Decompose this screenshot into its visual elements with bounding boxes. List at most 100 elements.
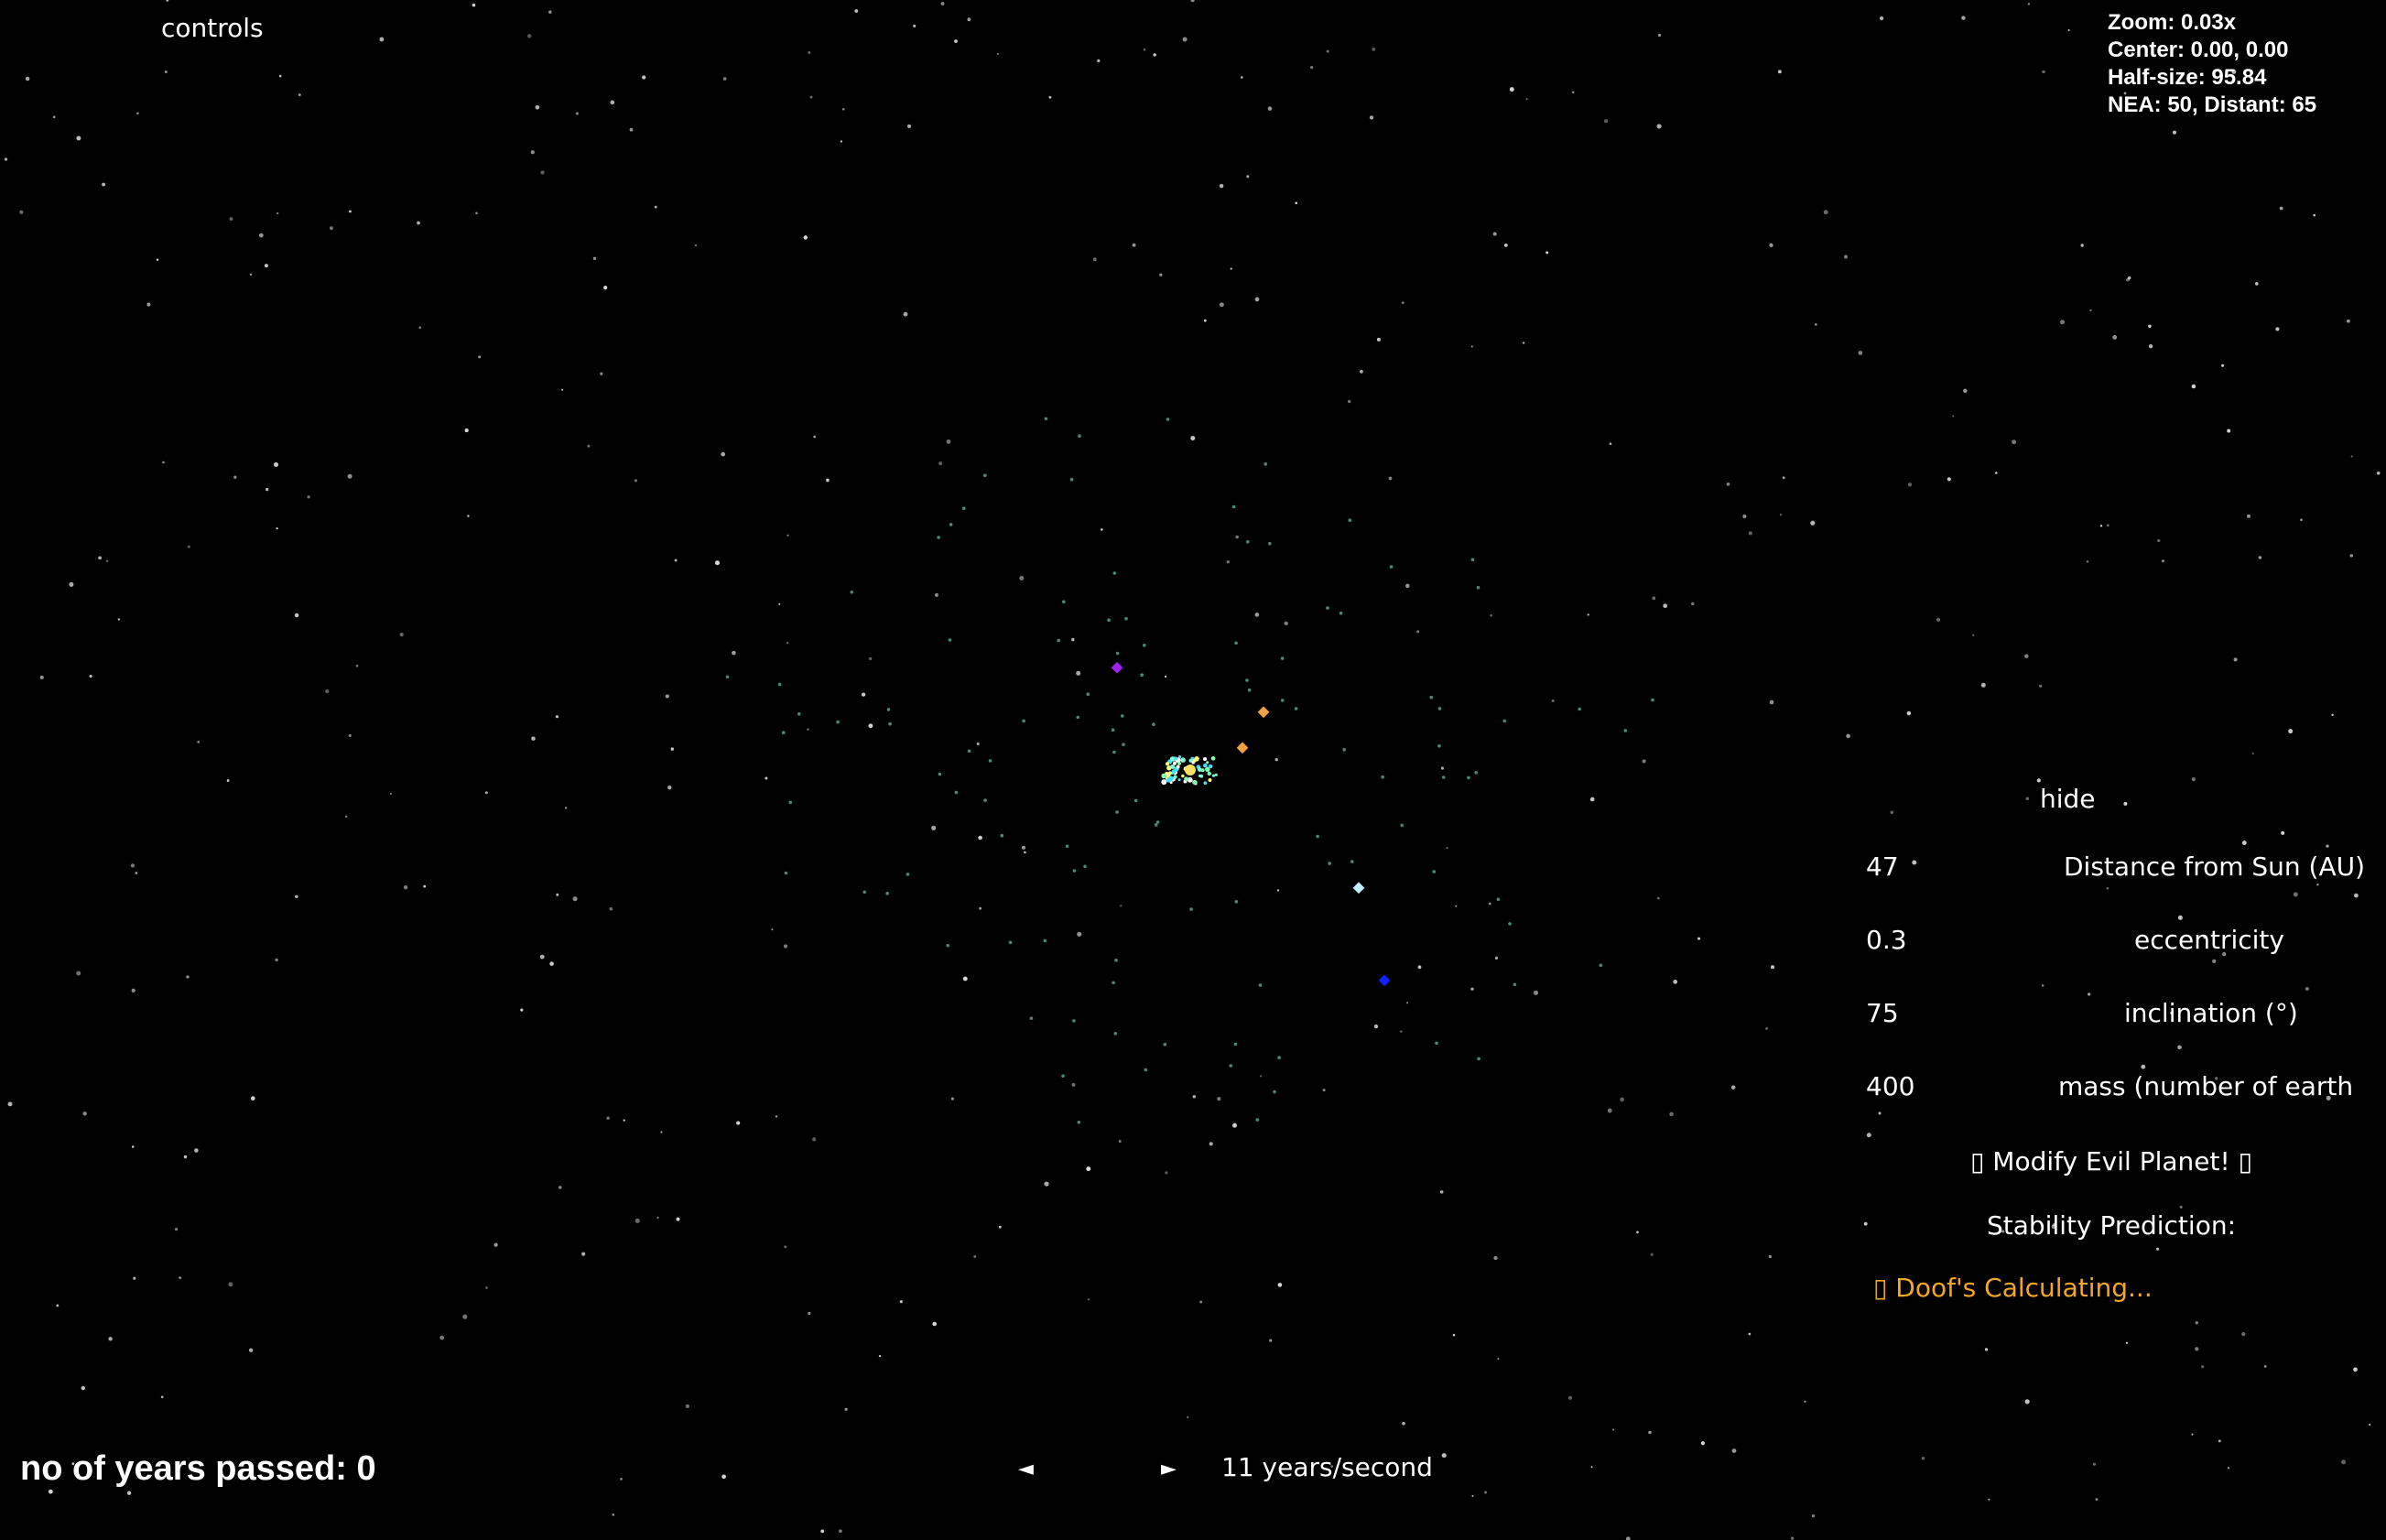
modify-evil-planet-button[interactable]: ▯ Modify Evil Planet! ▯: [1970, 1146, 2253, 1177]
star: [130, 863, 136, 868]
star: [954, 39, 958, 43]
speed-decrease-button[interactable]: ◄: [1018, 1458, 1034, 1480]
half-size-readout: Half-size: 95.84: [2108, 65, 2267, 90]
star: [1373, 1024, 1379, 1029]
star: [277, 211, 279, 215]
distant-object: [1112, 981, 1115, 985]
distant-object: [1029, 1016, 1034, 1020]
star: [1567, 1395, 1573, 1400]
star: [102, 182, 106, 187]
star: [105, 559, 109, 563]
star: [1587, 613, 1589, 616]
mass-input[interactable]: [1866, 1071, 1976, 1101]
star: [899, 1300, 903, 1304]
star: [76, 136, 81, 141]
distant-object: [1247, 688, 1252, 692]
star: [1497, 1358, 1500, 1361]
star: [1980, 682, 1986, 688]
star: [2148, 324, 2152, 329]
distant-object: [906, 873, 910, 876]
star: [2067, 28, 2070, 32]
distant-object: [1072, 869, 1077, 873]
distant-object: [777, 682, 782, 687]
star: [813, 435, 817, 439]
star: [2191, 1433, 2194, 1436]
star: [417, 221, 420, 225]
star: [1101, 528, 1103, 531]
star: [861, 692, 866, 697]
distant-object: [1044, 417, 1048, 421]
star: [187, 545, 190, 548]
star: [136, 112, 139, 115]
eccentricity-input[interactable]: [1866, 925, 1976, 955]
distant-object: [1441, 775, 1446, 779]
star: [1159, 273, 1163, 277]
inclination-input[interactable]: [1866, 998, 1976, 1028]
star: [531, 736, 536, 741]
distant-object: [1623, 729, 1628, 732]
star: [1777, 70, 1782, 74]
distant-object: [1477, 1057, 1480, 1061]
star: [1843, 255, 1849, 259]
star: [938, 461, 943, 466]
star: [462, 1314, 468, 1319]
distant-object: [850, 591, 854, 594]
distant-object: [1467, 775, 1470, 780]
distant-object: [1143, 644, 1146, 647]
star: [575, 112, 579, 115]
star: [1192, 1095, 1197, 1099]
star: [2258, 556, 2262, 559]
star: [665, 694, 669, 699]
hide-panel-button[interactable]: hide: [2040, 784, 2096, 814]
controls-toggle[interactable]: controls: [161, 13, 264, 43]
star: [807, 728, 809, 731]
star: [1609, 442, 1612, 446]
star: [667, 785, 672, 790]
speed-increase-button[interactable]: ►: [1161, 1458, 1177, 1480]
star: [1021, 845, 1026, 850]
star: [676, 1217, 680, 1221]
star: [2247, 514, 2250, 518]
distant-object: [1651, 698, 1654, 702]
star: [1571, 91, 1575, 93]
star: [1726, 483, 1730, 486]
star: [623, 1119, 625, 1122]
distance-input[interactable]: [1866, 851, 1976, 882]
star: [2191, 777, 2196, 782]
distant-object: [1513, 982, 1517, 987]
star: [1071, 637, 1075, 642]
star: [348, 733, 352, 737]
star: [1097, 59, 1101, 63]
star: [1209, 1142, 1213, 1146]
star: [39, 675, 44, 679]
star: [839, 1529, 842, 1534]
distant-object: [1008, 940, 1013, 945]
star: [786, 534, 789, 537]
star: [2112, 334, 2118, 340]
star: [540, 170, 545, 175]
star: [19, 210, 24, 214]
star: [1277, 1283, 1283, 1287]
star: [2156, 1247, 2160, 1251]
star: [1669, 1112, 1674, 1117]
star: [670, 747, 674, 751]
star: [1269, 1339, 1273, 1342]
star: [765, 776, 768, 780]
distant-object: [967, 749, 971, 754]
near-earth-asteroid: [1171, 769, 1177, 775]
distant-object: [1112, 750, 1116, 754]
star: [932, 1321, 937, 1327]
star: [784, 1245, 787, 1249]
star: [1359, 369, 1363, 374]
star: [1858, 350, 1863, 355]
planet-purple: [1111, 661, 1123, 674]
star: [2341, 1459, 2347, 1465]
star: [389, 792, 392, 796]
near-earth-asteroid: [1214, 773, 1218, 776]
star: [634, 479, 638, 483]
inclination-label: inclination (°): [2124, 998, 2298, 1028]
star: [778, 602, 781, 605]
star: [1092, 257, 1097, 262]
star: [1401, 301, 1404, 304]
